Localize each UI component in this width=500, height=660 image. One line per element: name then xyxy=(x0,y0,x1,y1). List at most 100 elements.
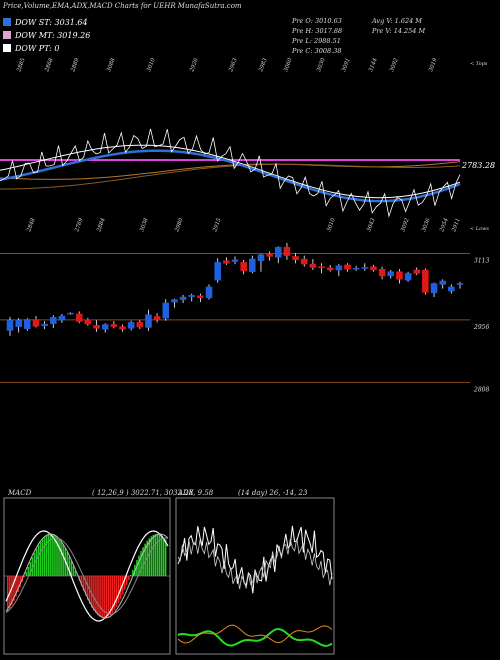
candle-body xyxy=(456,283,464,285)
price-level-label: 2808 xyxy=(473,386,489,393)
macd-bar xyxy=(41,539,44,576)
ema-top-label: 3092 xyxy=(389,57,400,73)
legend-swatch-mt xyxy=(3,31,11,39)
ema-bottom-label: 2915 xyxy=(212,217,223,234)
ema-bottom-label: 2911 xyxy=(451,217,462,233)
macd-bar xyxy=(93,576,95,611)
macd-bar xyxy=(29,562,32,576)
macd-bar xyxy=(142,547,144,576)
macd-bar xyxy=(152,534,155,576)
candle-body xyxy=(274,246,282,258)
macd-bar xyxy=(146,540,148,576)
ema-bottom-label: 2954 xyxy=(439,217,450,234)
macd-bar xyxy=(130,574,132,576)
candle-body xyxy=(352,268,360,270)
ema-top-label: 3030 xyxy=(316,57,327,73)
stat-pre-low: Pre L: 2988.51 xyxy=(292,37,341,45)
macd-bar xyxy=(56,536,58,576)
macd-bar xyxy=(72,565,75,576)
legend-label-mt: DOW MT: 3019.26 xyxy=(15,31,91,40)
macd-bar xyxy=(43,536,46,576)
macd-bar xyxy=(84,576,87,596)
macd-bar xyxy=(80,576,83,587)
macd-bar xyxy=(74,570,77,576)
macd-bar xyxy=(138,555,140,576)
stat-pre-vol: Pre V: 14.254 M xyxy=(372,27,426,35)
candle-body xyxy=(378,268,386,277)
candle-body xyxy=(413,269,421,274)
candle-body xyxy=(422,269,429,293)
macd-bar xyxy=(95,576,97,614)
macd-bar xyxy=(99,576,101,617)
ema-tops-label: < Tops xyxy=(470,61,488,67)
ema-slower-line xyxy=(0,163,461,190)
ema-top-label: 3010 xyxy=(146,57,157,73)
macd-bar xyxy=(23,576,25,578)
adx-panel xyxy=(175,497,335,655)
ema-bottom-label: 3043 xyxy=(366,217,377,233)
candle-body xyxy=(361,267,369,269)
legend-dow-st: DOW ST: 3031.64 xyxy=(3,18,88,27)
macd-signal-line xyxy=(5,533,169,619)
adx-green-line xyxy=(177,628,333,647)
macd-bar xyxy=(111,576,114,613)
macd-bar xyxy=(48,534,50,576)
ema-top-label: 3060 xyxy=(283,57,294,73)
candle-body xyxy=(119,326,126,330)
macd-line xyxy=(5,530,169,622)
candle-body xyxy=(266,253,273,257)
candle-body xyxy=(300,258,308,265)
candle-body xyxy=(396,271,403,280)
candle-body xyxy=(32,319,40,327)
ema-bottom-label: 2980 xyxy=(174,217,185,234)
macd-bar xyxy=(19,576,21,588)
legend-swatch-pt xyxy=(3,44,11,52)
candle-body xyxy=(58,315,66,321)
ema-bottom-label: 3038 xyxy=(139,217,150,233)
candle-body xyxy=(257,254,265,261)
ema-top-label: 2889 xyxy=(70,57,81,74)
macd-bar xyxy=(144,543,146,576)
adx-params: (14 day) 26, -14, 23 xyxy=(238,489,308,497)
candle-body xyxy=(127,322,135,329)
macd-bar xyxy=(103,576,105,618)
macd-bar xyxy=(117,576,120,604)
candle-body xyxy=(188,295,196,297)
price-level-label: 2956 xyxy=(473,324,489,331)
macd-bar xyxy=(31,557,34,576)
candle-body xyxy=(145,314,152,328)
candle-body xyxy=(49,317,57,324)
ema-top-label: 2885 xyxy=(16,57,27,74)
candle-body xyxy=(136,322,144,328)
adx-di-plus-line xyxy=(177,525,333,594)
macd-bar xyxy=(127,576,130,581)
macd-bar xyxy=(109,576,112,616)
macd-bar xyxy=(15,576,17,597)
macd-bar xyxy=(136,560,138,576)
ema-bottom-label: 3036 xyxy=(421,217,432,233)
macd-bar xyxy=(125,576,128,586)
macd-bar xyxy=(39,541,42,576)
macd-label: MACD xyxy=(8,489,32,497)
macd-bar xyxy=(58,538,60,576)
legend-label-st: DOW ST: 3031.64 xyxy=(15,18,88,27)
candle-body xyxy=(179,296,187,300)
macd-bar xyxy=(86,576,89,601)
macd-bar xyxy=(60,541,62,576)
macd-bar xyxy=(119,576,122,600)
macd-bar xyxy=(140,551,142,576)
macd-bar xyxy=(45,535,48,576)
candle-body xyxy=(370,266,377,271)
ema-top-label: 3091 xyxy=(341,57,351,72)
candle-body xyxy=(153,316,161,321)
macd-params: ( 12,26,9 ) 3022.71, 3032.28, 9.58 xyxy=(92,489,214,497)
macd-bar xyxy=(50,534,52,576)
adx-di-minus-line xyxy=(177,538,333,590)
candle-body xyxy=(318,266,325,269)
candle-body xyxy=(326,267,334,271)
ema-price-line xyxy=(0,128,461,218)
candle-body xyxy=(93,325,100,329)
candle-body xyxy=(439,280,446,285)
candle-body xyxy=(448,286,455,292)
ema-mid-line xyxy=(0,144,461,199)
